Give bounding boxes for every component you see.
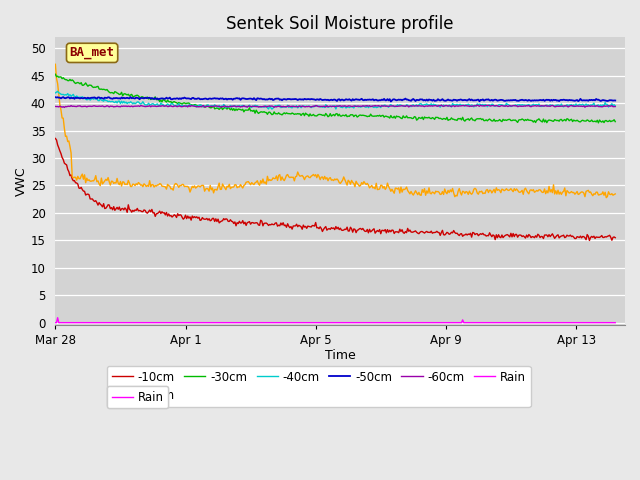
-20cm: [511, 186, 518, 192]
Rain: [54, 315, 61, 321]
-10cm: [611, 235, 619, 240]
-50cm: [322, 97, 330, 103]
Rain: [611, 320, 619, 325]
-40cm: [54, 88, 61, 94]
-40cm: [356, 104, 364, 110]
-30cm: [611, 119, 619, 124]
Title: Sentek Soil Moisture profile: Sentek Soil Moisture profile: [227, 15, 454, 33]
-60cm: [322, 104, 330, 110]
-20cm: [355, 182, 362, 188]
Text: BA_met: BA_met: [70, 47, 115, 60]
-30cm: [385, 114, 392, 120]
-10cm: [385, 229, 392, 235]
-20cm: [598, 191, 605, 197]
-10cm: [321, 225, 328, 231]
X-axis label: Time: Time: [325, 349, 356, 362]
-40cm: [600, 103, 608, 108]
Line: -50cm: -50cm: [56, 97, 615, 101]
-50cm: [386, 96, 394, 102]
-20cm: [602, 195, 610, 201]
Line: -30cm: -30cm: [56, 74, 615, 123]
-20cm: [611, 191, 619, 197]
-20cm: [52, 61, 60, 67]
-10cm: [599, 235, 607, 240]
Rain: [599, 320, 607, 325]
-10cm: [586, 238, 593, 243]
-40cm: [52, 90, 60, 96]
-10cm: [355, 227, 362, 233]
-30cm: [317, 112, 325, 118]
-60cm: [319, 104, 326, 109]
Rain: [52, 320, 60, 325]
-20cm: [385, 184, 392, 190]
-50cm: [513, 98, 520, 104]
-50cm: [319, 97, 326, 103]
Line: Rain: Rain: [56, 318, 615, 323]
-10cm: [317, 226, 325, 231]
-60cm: [474, 102, 481, 108]
-50cm: [356, 97, 364, 103]
-60cm: [611, 104, 619, 109]
-30cm: [595, 120, 602, 126]
-20cm: [317, 174, 325, 180]
-40cm: [268, 106, 276, 112]
Y-axis label: VWC: VWC: [15, 167, 28, 196]
-40cm: [387, 102, 395, 108]
-60cm: [386, 103, 394, 109]
Line: -10cm: -10cm: [56, 138, 615, 240]
-60cm: [600, 103, 608, 108]
-60cm: [52, 104, 60, 109]
-50cm: [127, 94, 134, 100]
Rain: [319, 320, 326, 325]
Rain: [386, 320, 394, 325]
-30cm: [355, 113, 362, 119]
-40cm: [611, 103, 619, 109]
-50cm: [611, 97, 619, 103]
-50cm: [387, 98, 395, 104]
Line: -60cm: -60cm: [56, 105, 615, 108]
-10cm: [52, 135, 60, 141]
-30cm: [511, 118, 518, 123]
-60cm: [513, 103, 520, 108]
-60cm: [356, 104, 364, 109]
Line: -20cm: -20cm: [56, 64, 615, 198]
-20cm: [321, 174, 328, 180]
-10cm: [511, 234, 518, 240]
-50cm: [52, 95, 60, 100]
-40cm: [323, 103, 331, 109]
-60cm: [61, 105, 68, 110]
Rain: [511, 320, 519, 325]
-40cm: [513, 103, 520, 108]
-40cm: [320, 104, 328, 110]
Rain: [356, 320, 364, 325]
-50cm: [600, 97, 608, 103]
-30cm: [599, 118, 607, 124]
Rain: [322, 320, 330, 325]
-30cm: [52, 72, 60, 77]
-30cm: [321, 113, 328, 119]
Legend: Rain: Rain: [107, 386, 168, 408]
Line: -40cm: -40cm: [56, 91, 615, 109]
